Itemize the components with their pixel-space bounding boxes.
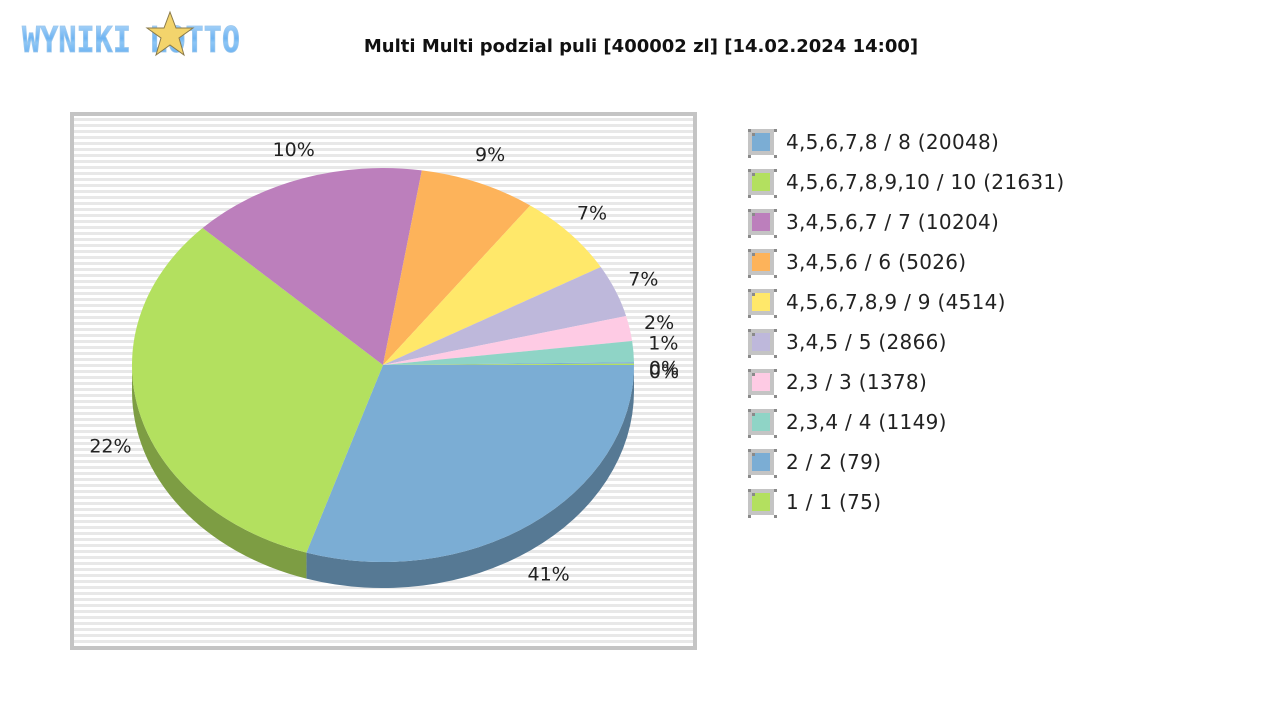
legend-label: 3,4,5 / 5 (2866) — [786, 330, 947, 354]
legend-item: 4,5,6,7,8,9,10 / 10 (21631) — [748, 162, 1065, 202]
legend-item: 3,4,5,6,7 / 7 (10204) — [748, 202, 1065, 242]
pie-percent-label: 22% — [89, 435, 131, 457]
legend-item: 2 / 2 (79) — [748, 442, 1065, 482]
chart-legend: 4,5,6,7,8 / 8 (20048) 4,5,6,7,8,9,10 / 1… — [748, 122, 1065, 522]
pie-percent-label: 7% — [577, 202, 607, 224]
pie-percent-label: 0% — [649, 358, 679, 380]
pie-slice[interactable] — [383, 315, 633, 365]
legend-label: 2 / 2 (79) — [786, 450, 882, 474]
legend-swatch — [748, 249, 774, 275]
legend-item: 4,5,6,7,8 / 8 (20048) — [748, 122, 1065, 162]
legend-swatch — [748, 169, 774, 195]
pie-percent-label: 41% — [528, 563, 570, 585]
plot-border-right — [693, 112, 697, 650]
legend-label: 4,5,6,7,8,9,10 / 10 (21631) — [786, 170, 1065, 194]
legend-label: 1 / 1 (75) — [786, 490, 882, 514]
legend-swatch — [748, 209, 774, 235]
pie-slice-side — [306, 365, 634, 588]
pie-slice[interactable] — [383, 362, 634, 365]
pie-percent-label: 10% — [273, 139, 315, 161]
pie-slice[interactable] — [383, 170, 531, 365]
legend-swatch — [748, 369, 774, 395]
logo-wordmark: WYNIKI LOTTO — [22, 10, 240, 61]
legend-item: 3,4,5,6 / 6 (5026) — [748, 242, 1065, 282]
chart-title: Multi Multi podzial puli [400002 zl] [14… — [363, 36, 919, 57]
pie-percent-label: 7% — [628, 269, 658, 291]
legend-label: 4,5,6,7,8 / 8 (20048) — [786, 130, 1000, 154]
pie-slice-side — [132, 365, 307, 579]
pie-percent-labels: 41%22%10% 9%7%7%2%1%0%0% — [89, 139, 679, 586]
plot-border-bottom — [70, 646, 697, 650]
legend-swatch — [748, 449, 774, 475]
legend-swatch — [748, 329, 774, 355]
legend-swatch — [748, 489, 774, 515]
pie-percent-label: 2% — [644, 312, 674, 334]
legend-swatch — [748, 409, 774, 435]
legend-label: 3,4,5,6,7 / 7 (10204) — [786, 210, 1000, 234]
legend-swatch — [748, 289, 774, 315]
plot-border-left — [70, 112, 74, 650]
site-logo[interactable]: WYNIKI LOTTO — [20, 10, 242, 61]
pie-slice[interactable] — [131, 228, 383, 553]
legend-label: 2,3 / 3 (1378) — [786, 370, 928, 394]
legend-item: 3,4,5 / 5 (2866) — [748, 322, 1065, 362]
pie-chart: 41%22%10% 9%7%7%2%1%0%0% — [70, 112, 697, 650]
pie-percent-label: 0% — [649, 361, 679, 383]
legend-label: 3,4,5,6 / 6 (5026) — [786, 250, 967, 274]
pie-percent-label: 1% — [648, 332, 678, 354]
legend-label: 2,3,4 / 4 (1149) — [786, 410, 947, 434]
pie-percent-label: 9% — [475, 144, 505, 166]
pie-slice[interactable] — [383, 205, 601, 365]
pie-slice[interactable] — [306, 365, 634, 562]
legend-item: 2,3,4 / 4 (1149) — [748, 402, 1065, 442]
pie-slice[interactable] — [202, 167, 422, 365]
pie-slice[interactable] — [383, 267, 627, 365]
legend-item: 4,5,6,7,8,9 / 9 (4514) — [748, 282, 1065, 322]
pie-slices — [131, 167, 634, 562]
plot-border-top — [70, 112, 697, 116]
legend-item: 1 / 1 (75) — [748, 482, 1065, 522]
legend-label: 4,5,6,7,8,9 / 9 (4514) — [786, 290, 1006, 314]
legend-swatch — [748, 129, 774, 155]
pie-slice[interactable] — [383, 340, 634, 365]
pie-chart-plot-area: 41% 22% 10% 9% 7% 7% 2% 1% 0% 0% — [70, 112, 697, 650]
pie-3d-sides — [132, 365, 634, 588]
star-icon — [145, 10, 195, 57]
legend-item: 2,3 / 3 (1378) — [748, 362, 1065, 402]
logo-text: WYNIKI LOTTO — [22, 20, 240, 60]
